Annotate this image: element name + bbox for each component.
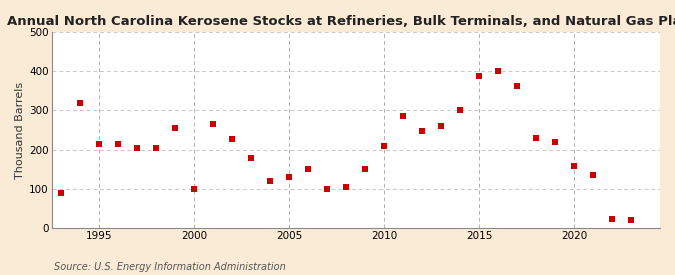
Y-axis label: Thousand Barrels: Thousand Barrels — [15, 81, 25, 178]
Point — [474, 74, 485, 78]
Point — [75, 100, 86, 105]
Point — [208, 122, 219, 126]
Point — [417, 128, 428, 133]
Point — [550, 139, 561, 144]
Text: Source: U.S. Energy Information Administration: Source: U.S. Energy Information Administ… — [54, 262, 286, 272]
Point — [55, 191, 66, 195]
Title: Annual North Carolina Kerosene Stocks at Refineries, Bulk Terminals, and Natural: Annual North Carolina Kerosene Stocks at… — [7, 15, 675, 28]
Point — [227, 136, 238, 141]
Point — [113, 141, 124, 146]
Point — [588, 173, 599, 177]
Point — [531, 136, 542, 140]
Point — [94, 141, 105, 146]
Point — [341, 185, 352, 189]
Point — [132, 145, 142, 150]
Point — [569, 164, 580, 169]
Point — [284, 175, 295, 179]
Point — [360, 167, 371, 171]
Point — [512, 84, 523, 88]
Point — [607, 217, 618, 222]
Point — [151, 145, 161, 150]
Point — [303, 167, 314, 171]
Point — [379, 144, 389, 148]
Point — [265, 179, 275, 183]
Point — [246, 156, 256, 160]
Point — [436, 124, 447, 128]
Point — [626, 218, 637, 222]
Point — [189, 186, 200, 191]
Point — [398, 114, 409, 119]
Point — [493, 69, 504, 73]
Point — [322, 186, 333, 191]
Point — [169, 126, 180, 130]
Point — [455, 107, 466, 112]
